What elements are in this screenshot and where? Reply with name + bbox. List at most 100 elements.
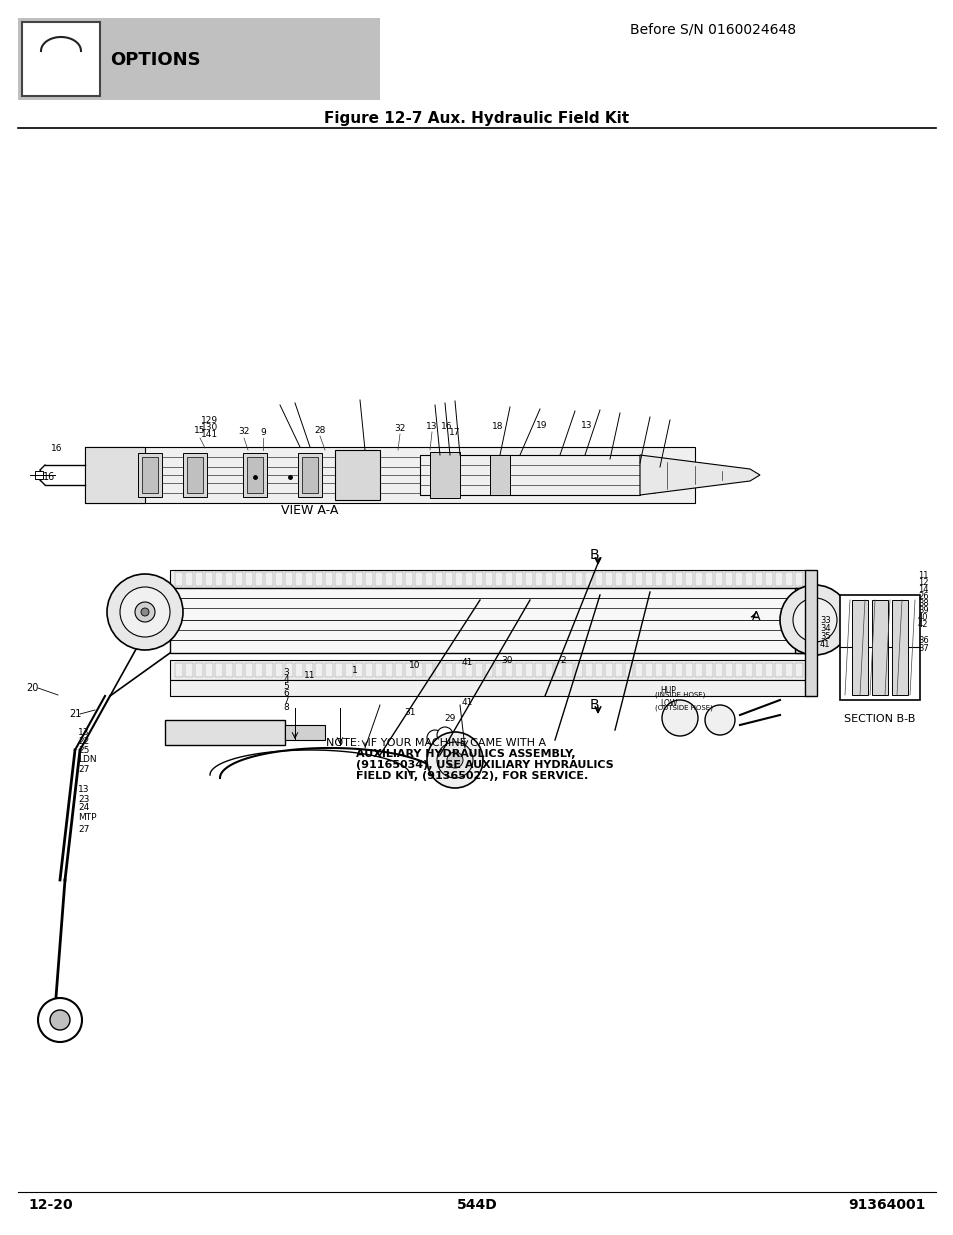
Bar xyxy=(415,663,422,677)
Text: 26: 26 xyxy=(917,592,927,600)
Circle shape xyxy=(120,587,170,637)
Text: 41: 41 xyxy=(820,640,830,648)
Bar xyxy=(444,572,453,585)
Bar xyxy=(225,663,233,677)
Bar xyxy=(794,588,814,653)
Bar xyxy=(194,663,203,677)
Text: B: B xyxy=(589,548,599,562)
Bar xyxy=(365,663,373,677)
Bar xyxy=(704,572,712,585)
Bar xyxy=(205,572,213,585)
Text: 32: 32 xyxy=(238,426,250,436)
Bar xyxy=(714,663,722,677)
Bar xyxy=(495,572,502,585)
Text: 8: 8 xyxy=(283,703,289,711)
Bar xyxy=(85,447,145,503)
Text: A: A xyxy=(139,610,148,622)
Bar xyxy=(302,457,317,493)
Text: 17: 17 xyxy=(449,427,460,436)
Bar xyxy=(664,572,672,585)
Bar xyxy=(214,572,223,585)
Bar xyxy=(285,663,293,677)
Text: 36: 36 xyxy=(917,636,928,645)
Text: 16: 16 xyxy=(51,443,63,452)
Text: (INSIDE HOSE): (INSIDE HOSE) xyxy=(655,692,704,698)
Text: 28: 28 xyxy=(314,426,325,435)
Text: 23: 23 xyxy=(78,794,90,804)
Bar xyxy=(524,663,533,677)
Circle shape xyxy=(780,585,849,655)
Text: HUP: HUP xyxy=(659,685,675,694)
Bar xyxy=(335,663,343,677)
Circle shape xyxy=(792,598,836,642)
Text: 16: 16 xyxy=(43,472,55,482)
Bar xyxy=(555,572,562,585)
Bar xyxy=(504,663,513,677)
Bar xyxy=(804,571,816,697)
Bar xyxy=(345,572,353,585)
Text: FIELD KIT, (91365022), FOR SERVICE.: FIELD KIT, (91365022), FOR SERVICE. xyxy=(355,771,588,781)
Bar xyxy=(294,663,303,677)
Text: 38: 38 xyxy=(917,599,928,608)
Bar xyxy=(170,659,809,680)
Bar xyxy=(138,453,162,496)
Bar xyxy=(744,572,752,585)
Bar xyxy=(604,663,613,677)
Bar xyxy=(624,572,633,585)
Bar xyxy=(754,663,762,677)
Text: 12: 12 xyxy=(917,578,927,587)
Bar xyxy=(170,571,809,588)
Text: 544D: 544D xyxy=(456,1198,497,1212)
Bar xyxy=(714,572,722,585)
Circle shape xyxy=(661,700,698,736)
Text: 1: 1 xyxy=(352,666,357,674)
Text: 13: 13 xyxy=(580,420,592,430)
Text: 13: 13 xyxy=(78,785,90,794)
Bar xyxy=(174,663,183,677)
Bar xyxy=(515,572,522,585)
Circle shape xyxy=(436,742,473,778)
Bar xyxy=(464,663,473,677)
Bar xyxy=(464,572,473,585)
Bar xyxy=(684,663,692,677)
Bar xyxy=(385,663,393,677)
Bar xyxy=(435,572,442,585)
Text: 3: 3 xyxy=(283,667,289,677)
Text: 41: 41 xyxy=(461,657,472,667)
Bar xyxy=(385,572,393,585)
Bar xyxy=(615,572,622,585)
Bar xyxy=(305,663,313,677)
Bar xyxy=(174,572,183,585)
Text: 22: 22 xyxy=(78,736,90,746)
Bar xyxy=(764,663,772,677)
Bar xyxy=(535,572,542,585)
Bar xyxy=(335,572,343,585)
Bar xyxy=(504,572,513,585)
Bar xyxy=(515,663,522,677)
Text: MTP: MTP xyxy=(78,813,96,821)
Bar xyxy=(375,572,382,585)
Bar xyxy=(695,572,702,585)
Text: 32: 32 xyxy=(394,424,405,432)
Circle shape xyxy=(107,574,183,650)
Bar xyxy=(430,452,459,498)
Circle shape xyxy=(704,705,734,735)
Bar xyxy=(35,471,43,479)
Bar xyxy=(575,663,582,677)
Text: SECTION B-B: SECTION B-B xyxy=(843,714,915,724)
Text: 33: 33 xyxy=(820,615,830,625)
Bar xyxy=(254,572,263,585)
Bar xyxy=(22,22,100,96)
Bar xyxy=(684,572,692,585)
Bar xyxy=(635,572,642,585)
Text: 35: 35 xyxy=(820,631,830,641)
Bar xyxy=(734,663,742,677)
Bar xyxy=(704,663,712,677)
Bar xyxy=(595,572,602,585)
Text: 30: 30 xyxy=(500,656,512,664)
Circle shape xyxy=(427,732,482,788)
Bar xyxy=(444,663,453,677)
Bar xyxy=(243,453,267,496)
Bar xyxy=(455,663,462,677)
Bar xyxy=(764,572,772,585)
